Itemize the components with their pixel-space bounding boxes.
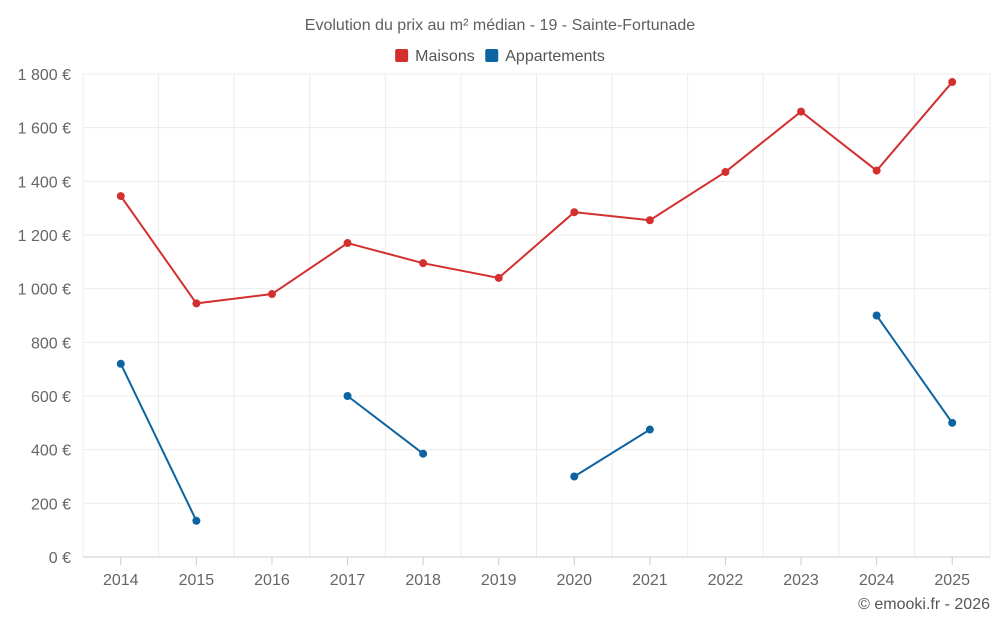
series-line-appartements (573, 428, 651, 478)
series-line-appartements (875, 314, 954, 424)
data-point-maisons[interactable] (645, 216, 654, 225)
y-tick-label: 1 400 € (18, 174, 71, 191)
series-group (116, 78, 957, 525)
legend-label: Maisons (415, 48, 475, 65)
x-tick-label: 2015 (179, 572, 215, 589)
legend-label: Appartements (505, 48, 605, 65)
credit: © emooki.fr - 2026 (858, 596, 990, 613)
x-tick-label: 2022 (708, 572, 744, 589)
x-axis: 2014 2015 2016 2017 2018 2019 2020 2021 2022 2023… (83, 556, 990, 589)
y-tick-label: 0 € (49, 550, 71, 567)
y-tick-label: 800 € (31, 335, 71, 352)
data-point-maisons[interactable] (267, 290, 276, 299)
x-tick-label: 2025 (934, 572, 970, 589)
x-tick-label: 2023 (783, 572, 819, 589)
legend-swatch (395, 49, 409, 62)
x-tick-label: 2019 (481, 572, 517, 589)
data-point-maisons[interactable] (570, 208, 579, 217)
y-tick-label: 1 600 € (18, 121, 71, 138)
y-tick-label: 1 000 € (18, 282, 71, 299)
x-tick-label: 2016 (254, 572, 290, 589)
series-appartements (116, 311, 957, 525)
data-point-maisons[interactable] (797, 107, 806, 116)
series-maisons (116, 78, 957, 308)
x-tick-label: 2024 (859, 572, 895, 589)
series-line-maisons (119, 81, 953, 305)
series-line-appartements (119, 363, 198, 522)
y-tick-label: 400 € (31, 443, 71, 460)
grid (82, 73, 991, 557)
legend-item-maisons[interactable]: Maisons (395, 48, 475, 65)
data-point-maisons[interactable] (343, 239, 352, 248)
data-point-appartements[interactable] (343, 392, 352, 400)
y-tick-label: 1 800 € (18, 67, 71, 84)
x-tick-label: 2014 (103, 572, 139, 589)
data-point-appartements[interactable] (948, 418, 957, 427)
x-tick-label: 2020 (556, 572, 592, 589)
y-tick-label: 600 € (31, 389, 71, 406)
legend-swatch (485, 49, 499, 62)
data-point-appartements[interactable] (570, 472, 579, 481)
series-line-appartements (346, 395, 424, 455)
data-point-maisons[interactable] (948, 78, 957, 87)
data-point-appartements[interactable] (116, 359, 125, 368)
data-point-appartements[interactable] (192, 516, 201, 525)
x-tick-label: 2017 (330, 572, 366, 589)
y-axis: 0 € 200 € 400 € 600 € 800 € 1 000 € 1 200 € 1 4… (18, 67, 71, 567)
data-point-maisons[interactable] (721, 167, 730, 176)
legend[interactable]: Maisons Appartements (395, 48, 605, 65)
data-point-maisons[interactable] (872, 166, 881, 175)
data-point-maisons[interactable] (494, 273, 503, 282)
y-tick-label: 1 200 € (18, 228, 71, 245)
chart-title: Evolution du prix au m² médian - 19 - Sa… (305, 17, 696, 34)
legend-item-appartements[interactable]: Appartements (485, 48, 605, 65)
x-tick-label: 2018 (405, 572, 441, 589)
data-point-appartements[interactable] (872, 311, 881, 320)
y-tick-label: 200 € (31, 496, 71, 513)
data-point-maisons[interactable] (419, 259, 428, 268)
x-tick-label: 2021 (632, 572, 668, 589)
data-point-appartements[interactable] (645, 425, 654, 434)
data-point-maisons[interactable] (116, 192, 125, 201)
data-point-appartements[interactable] (419, 449, 428, 458)
data-point-maisons[interactable] (192, 299, 201, 308)
